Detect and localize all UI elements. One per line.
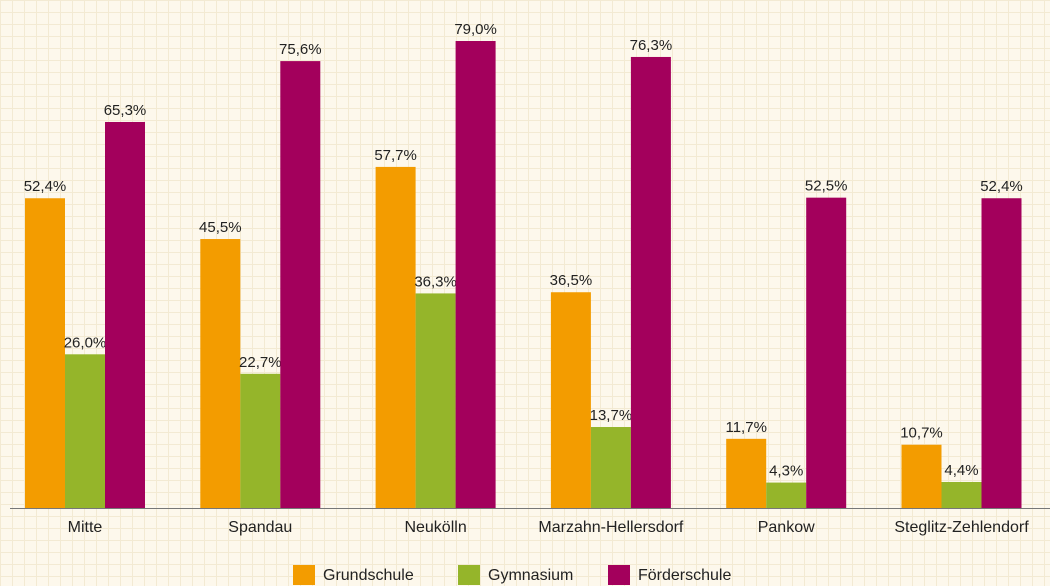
legend-label: Gymnasium: [488, 567, 573, 584]
bar: [590, 427, 631, 508]
bar: [105, 121, 145, 508]
value-label: 4,4%: [944, 462, 978, 479]
bar: [550, 292, 591, 508]
bar: [65, 354, 105, 508]
value-label: 36,3%: [414, 273, 457, 290]
x-tick-label: Mitte: [68, 519, 103, 536]
value-label: 52,4%: [24, 178, 67, 195]
bar: [25, 198, 65, 508]
value-label: 79,0%: [454, 21, 497, 38]
bar: [941, 481, 982, 508]
value-label: 26,0%: [64, 334, 107, 351]
value-label: 65,3%: [104, 102, 147, 119]
bar: [901, 444, 942, 508]
legend-swatch: [458, 565, 480, 585]
value-label: 76,3%: [630, 37, 673, 54]
bar: [726, 438, 767, 508]
legend-label: Förderschule: [638, 567, 731, 584]
x-tick-label: Pankow: [758, 519, 815, 536]
legend-label: Grundschule: [323, 567, 414, 584]
value-label: 4,3%: [769, 463, 803, 480]
bar: [280, 61, 321, 509]
value-label: 52,5%: [805, 178, 848, 195]
value-label: 11,7%: [725, 419, 766, 436]
value-label: 10,7%: [900, 425, 943, 442]
value-label: 75,6%: [279, 41, 322, 58]
value-label: 57,7%: [374, 147, 417, 164]
bar: [455, 41, 496, 508]
value-label: 13,7%: [590, 407, 633, 424]
value-label: 22,7%: [239, 354, 282, 371]
value-label: 45,5%: [199, 219, 242, 236]
x-tick-label: Marzahn-Hellersdorf: [538, 519, 683, 536]
bar: [630, 56, 671, 509]
value-label: 36,5%: [550, 272, 593, 289]
legend-swatch: [608, 565, 630, 585]
bar: [240, 373, 281, 508]
bar: [200, 239, 241, 508]
x-tick-label: Neukölln: [404, 519, 466, 536]
x-tick-label: Spandau: [228, 519, 292, 536]
value-label: 52,4%: [980, 178, 1023, 195]
legend-swatch: [293, 565, 315, 585]
bar: [806, 197, 847, 508]
x-tick-label: Steglitz-Zehlendorf: [894, 519, 1029, 536]
bar: [375, 166, 416, 508]
bar: [981, 198, 1022, 508]
bar: [766, 482, 807, 508]
bar: [415, 293, 456, 508]
